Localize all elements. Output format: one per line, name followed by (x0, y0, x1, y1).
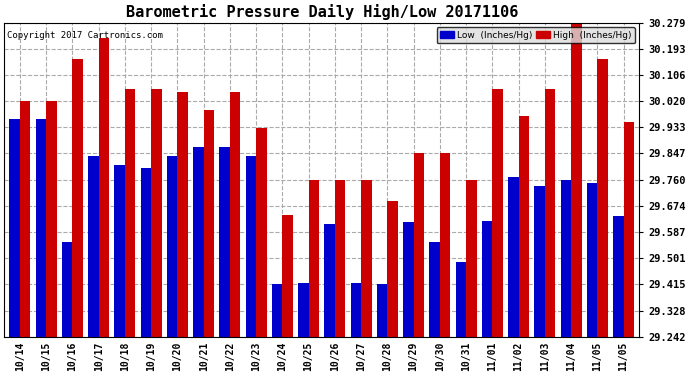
Bar (466, 180, 477, 337)
Bar (519, 116, 529, 337)
Bar (167, 156, 177, 337)
Bar (571, 23, 582, 337)
Bar (624, 122, 634, 337)
Bar (204, 110, 214, 337)
Bar (151, 89, 161, 337)
Bar (99, 38, 109, 337)
Legend: Low  (Inches/Hg), High  (Inches/Hg): Low (Inches/Hg), High (Inches/Hg) (437, 27, 635, 44)
Bar (10, 119, 20, 337)
Bar (256, 128, 266, 337)
Bar (613, 216, 624, 337)
Bar (560, 180, 571, 337)
Bar (534, 186, 545, 337)
Bar (413, 153, 424, 337)
Bar (361, 180, 372, 337)
Bar (298, 283, 308, 337)
Bar (177, 92, 188, 337)
Bar (586, 183, 598, 337)
Bar (440, 153, 451, 337)
Bar (246, 156, 256, 337)
Bar (62, 242, 72, 337)
Bar (429, 242, 440, 337)
Bar (219, 147, 230, 337)
Bar (351, 283, 361, 337)
Bar (141, 168, 151, 337)
Bar (493, 89, 503, 337)
Bar (335, 180, 346, 337)
Text: Copyright 2017 Cartronics.com: Copyright 2017 Cartronics.com (7, 30, 163, 39)
Bar (72, 59, 83, 337)
Bar (508, 177, 519, 337)
Bar (377, 284, 387, 337)
Bar (88, 156, 99, 337)
Title: Barometric Pressure Daily High/Low 20171106: Barometric Pressure Daily High/Low 20171… (126, 4, 518, 20)
Bar (125, 89, 135, 337)
Bar (272, 284, 282, 337)
Bar (598, 59, 608, 337)
Bar (20, 101, 30, 337)
Bar (308, 180, 319, 337)
Bar (193, 147, 204, 337)
Bar (230, 92, 240, 337)
Bar (324, 224, 335, 337)
Bar (282, 214, 293, 337)
Bar (115, 165, 125, 337)
Bar (482, 220, 493, 337)
Bar (545, 89, 555, 337)
Bar (36, 119, 46, 337)
Bar (387, 201, 398, 337)
Bar (46, 101, 57, 337)
Bar (403, 222, 413, 337)
Bar (455, 261, 466, 337)
